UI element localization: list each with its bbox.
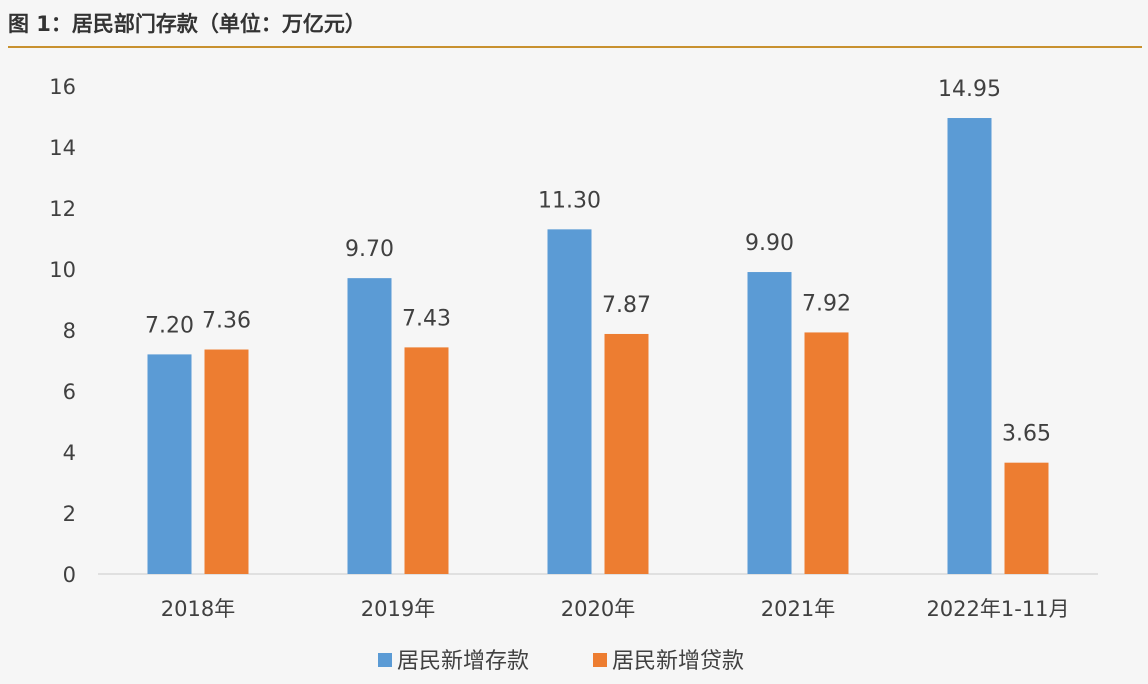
x-tick-label: 2019年: [361, 597, 435, 621]
y-tick-label: 6: [63, 380, 76, 404]
bar-loan: [804, 332, 849, 574]
legend-label: 居民新增存款: [397, 649, 529, 674]
bar-deposit: [147, 354, 192, 574]
bar-deposit: [547, 229, 592, 574]
data-label: 3.65: [1002, 422, 1051, 447]
y-tick-label: 10: [49, 258, 76, 282]
data-label: 7.36: [202, 309, 251, 334]
x-tick-label: 2022年1-11月: [926, 597, 1069, 621]
y-tick-label: 14: [49, 136, 76, 160]
data-label: 9.70: [345, 237, 394, 262]
bar-loan: [604, 333, 649, 574]
y-tick-label: 4: [63, 441, 76, 465]
bar-loan: [404, 347, 449, 574]
data-label: 7.87: [602, 293, 651, 318]
y-tick-label: 8: [63, 319, 76, 343]
y-tick-label: 2: [63, 502, 76, 526]
data-label: 7.43: [402, 306, 451, 331]
data-label: 11.30: [538, 188, 601, 213]
legend-swatch: [593, 653, 607, 667]
bar-loan: [204, 349, 249, 574]
x-tick-label: 2021年: [761, 597, 835, 621]
data-label: 14.95: [938, 77, 1001, 102]
bar-deposit: [347, 278, 392, 574]
y-tick-label: 16: [49, 75, 76, 99]
data-label: 7.20: [145, 313, 194, 338]
title-divider: [8, 46, 1142, 48]
bar-loan: [1004, 462, 1049, 574]
y-tick-label: 0: [63, 563, 76, 587]
bar-deposit: [747, 272, 792, 574]
data-label: 7.92: [802, 291, 851, 316]
legend-label: 居民新增贷款: [612, 649, 744, 674]
legend-swatch: [378, 653, 392, 667]
bar-deposit: [947, 118, 992, 575]
x-tick-label: 2018年: [161, 597, 235, 621]
figure-title: 图 1：居民部门存款（单位：万亿元）: [8, 12, 366, 36]
data-label: 9.90: [745, 231, 794, 256]
x-tick-label: 2020年: [561, 597, 635, 621]
y-tick-label: 12: [49, 197, 76, 221]
